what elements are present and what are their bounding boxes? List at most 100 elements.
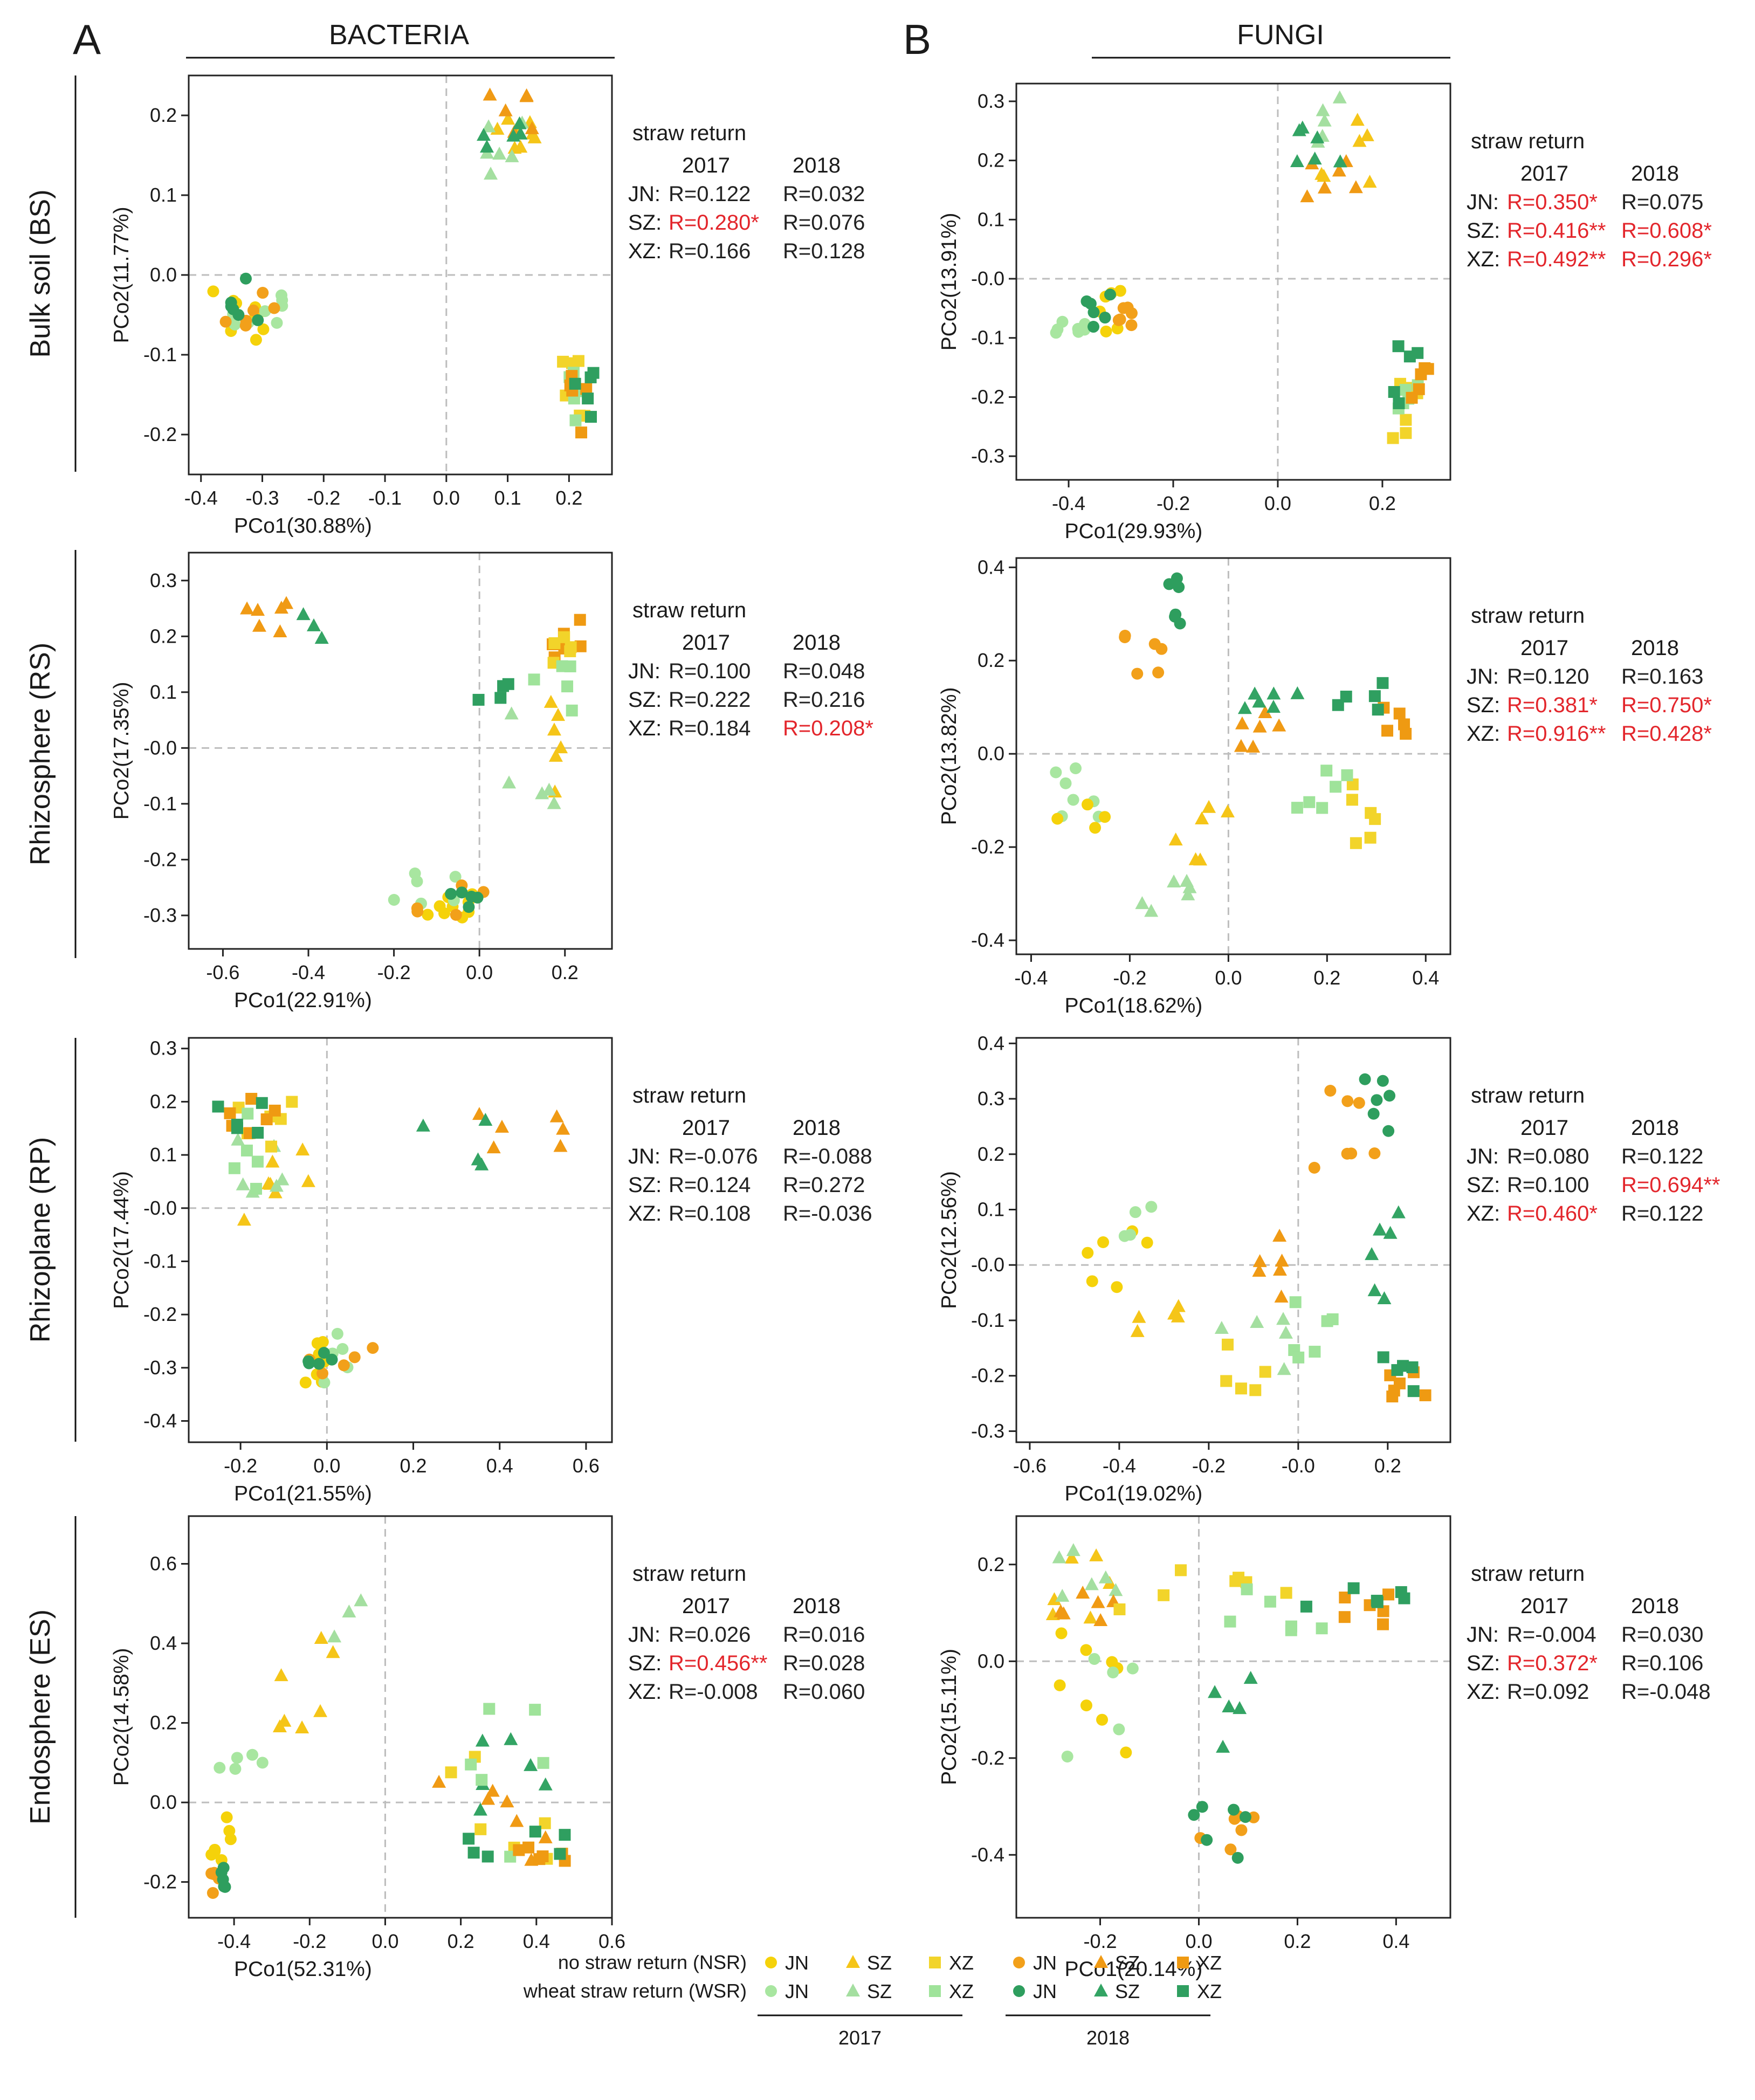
data-point [582, 393, 594, 405]
x-tick-label: 0.2 [555, 487, 582, 509]
data-point [1052, 1550, 1066, 1564]
data-point [1316, 103, 1330, 116]
stats-value: R=0.128 [783, 239, 865, 263]
data-point [268, 302, 280, 314]
stats-site-label: SZ: [1467, 219, 1500, 243]
data-point [239, 319, 252, 332]
data-point [1235, 1382, 1247, 1395]
data-point [318, 1347, 330, 1359]
data-point [1333, 154, 1347, 168]
data-point [271, 316, 283, 329]
data-point [1104, 288, 1116, 301]
y-tick-label: -0.3 [143, 1357, 177, 1379]
data-point [1377, 1291, 1392, 1304]
panel-fungi-rs: -0.4 -0.2 0.0 0.2 0.4 -0.4 -0.2 0.0 0.2 0.4 PCo1(1… [938, 556, 1712, 1017]
data-point [1050, 766, 1062, 779]
data-point [558, 631, 570, 643]
y-axis-title: PCo2(11.77%) [110, 207, 133, 343]
data-point [1267, 686, 1281, 700]
data-point [506, 128, 521, 142]
y-tick-label: 0.2 [978, 1553, 1004, 1575]
data-point [500, 1794, 514, 1808]
data-point [1377, 1351, 1389, 1364]
data-point [1171, 572, 1183, 584]
data-point [1126, 1662, 1139, 1675]
data-point [207, 1887, 219, 1899]
y-tick-label: -0.1 [143, 1250, 177, 1272]
data-point [252, 314, 264, 326]
data-point [580, 383, 593, 395]
x-tick-label: -0.2 [293, 1930, 326, 1952]
data-point [536, 1850, 549, 1863]
data-point [1055, 1627, 1068, 1640]
legend-site-label: SZ [867, 1980, 892, 2002]
y-tick-label: 0.2 [150, 1712, 177, 1734]
legend-site-label: SZ [867, 1952, 892, 1974]
data-point [501, 112, 515, 125]
data-point [318, 1376, 331, 1389]
x-tick-label: -0.2 [1157, 492, 1190, 514]
data-point [587, 367, 600, 379]
y-tick-label: 0.2 [978, 1143, 1004, 1165]
x-axis-title: PCo1(21.55%) [234, 1482, 372, 1505]
data-point [529, 1704, 541, 1716]
data-point [240, 1144, 253, 1156]
y-tick-label: 0.4 [978, 556, 1004, 578]
data-point [1252, 719, 1267, 733]
y-axis-title: PCo2(13.91%) [938, 213, 961, 351]
data-point [256, 1097, 268, 1109]
data-point [205, 1848, 218, 1861]
stats-value: R=0.124 [669, 1173, 751, 1197]
data-point [257, 323, 270, 335]
stats-title: straw return [1471, 1562, 1585, 1586]
data-point [1201, 1834, 1213, 1846]
stats-site-label: SZ: [1467, 693, 1500, 717]
y-tick-label: 0.1 [978, 1198, 1004, 1220]
data-point [1082, 1247, 1094, 1259]
legend-row-wsr: wheat straw return (WSR) [523, 1980, 747, 2002]
data-point [247, 304, 259, 316]
x-tick-label: -0.4 [217, 1930, 251, 1952]
stats-value: R=0.350* [1507, 190, 1598, 214]
data-point [1332, 163, 1346, 177]
data-point [1099, 811, 1111, 823]
data-point [1093, 1613, 1108, 1626]
y-tick-label: -0.2 [971, 1747, 1004, 1769]
y-tick-label: -0.1 [143, 793, 177, 815]
data-point [569, 377, 581, 390]
x-tick-label: 0.2 [448, 1930, 474, 1952]
data-point [1097, 1236, 1110, 1249]
data-point [1406, 391, 1418, 404]
stats-site-label: SZ: [628, 1651, 662, 1675]
data-point [547, 722, 561, 736]
y-tick-label: 0.2 [978, 649, 1004, 671]
y-tick-label: 0.0 [150, 1791, 177, 1813]
data-point [326, 1353, 338, 1366]
data-point [286, 1096, 298, 1108]
y-tick-label: 0.2 [150, 1090, 177, 1112]
y-tick-label: -0.2 [143, 848, 177, 870]
data-point [512, 116, 527, 129]
data-point [1252, 694, 1267, 708]
data-point [1307, 152, 1322, 165]
data-point [354, 1593, 368, 1607]
data-point [463, 901, 475, 913]
data-point [1237, 701, 1252, 714]
stats-year-2017: 2017 [1520, 1594, 1568, 1618]
y-axis-title: PCo2(14.58%) [110, 1648, 133, 1786]
data-point [1099, 312, 1111, 324]
data-point [477, 128, 491, 141]
data-point [1277, 1362, 1291, 1375]
stats-site-label: XZ: [628, 1680, 662, 1704]
data-point [1056, 315, 1069, 328]
data-point [483, 1703, 495, 1715]
data-point [1392, 340, 1405, 353]
data-point [1112, 314, 1125, 326]
data-point [566, 704, 578, 717]
stats-value: R=0.060 [783, 1680, 865, 1704]
data-point [1308, 1161, 1320, 1174]
data-point [1145, 1201, 1158, 1213]
data-point [465, 1758, 477, 1771]
data-point [535, 786, 549, 800]
